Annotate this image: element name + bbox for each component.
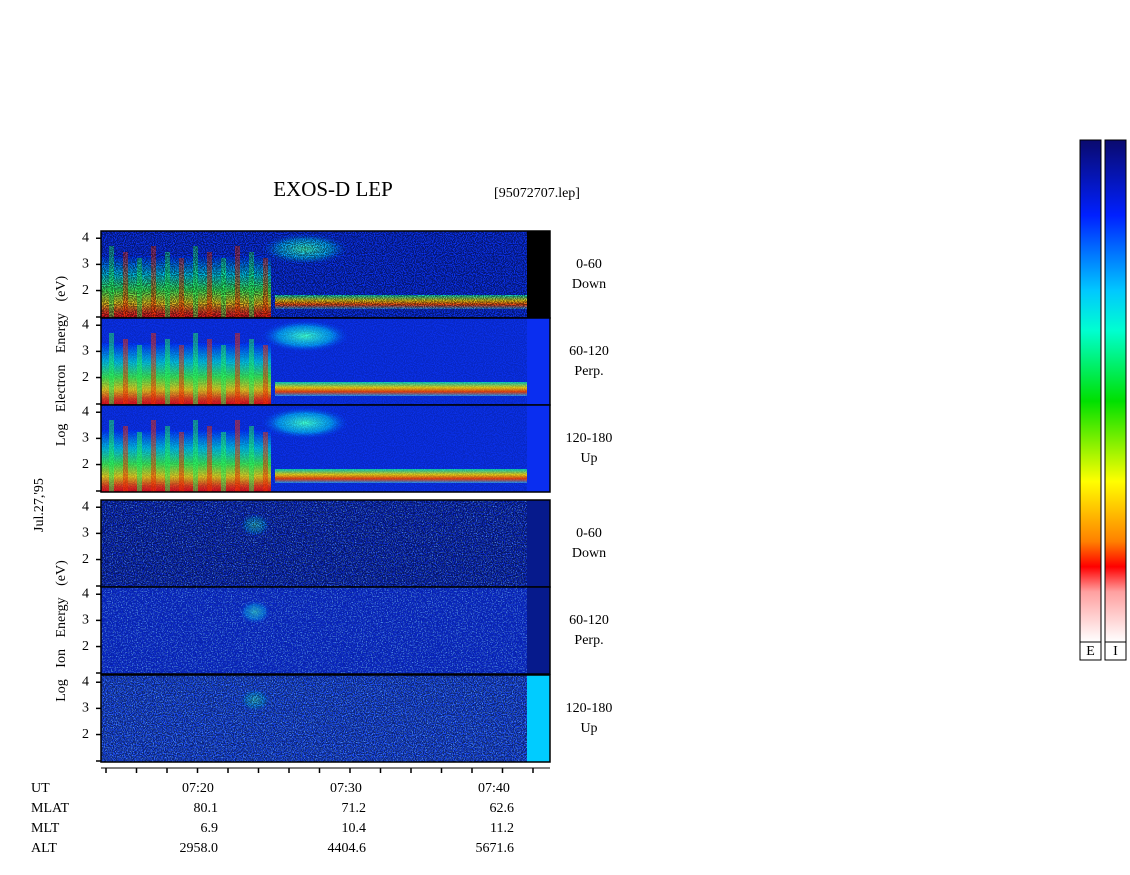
ephemeris-value: 07:30 xyxy=(330,781,362,796)
panel: 2 3 4 60-120 Perp. xyxy=(82,317,609,406)
ephemeris-value: 62.6 xyxy=(490,801,515,816)
panel-direction: Up xyxy=(580,451,597,466)
panel: 2 3 4 0-60 Down xyxy=(82,230,606,319)
y-tick-label: 4 xyxy=(82,674,89,689)
panel-pitch: 120-180 xyxy=(566,701,613,716)
y-axis-label: Log Electron Energy (eV) xyxy=(54,276,69,447)
panel-frame xyxy=(100,586,551,675)
y-tick-label: 2 xyxy=(82,283,89,298)
file-name: [95072707.lep] xyxy=(494,186,580,201)
ephemeris-value: 5671.6 xyxy=(476,841,515,856)
panel-direction: Perp. xyxy=(574,364,603,379)
colorbar-label: E xyxy=(1086,644,1095,659)
panel-direction: Down xyxy=(572,277,606,292)
ephemeris-name: MLT xyxy=(31,821,60,836)
panel-frame xyxy=(100,674,551,763)
y-tick-label: 3 xyxy=(82,431,89,446)
panel-pitch: 60-120 xyxy=(569,613,609,628)
panel-pitch: 120-180 xyxy=(566,431,613,446)
ephemeris-name: ALT xyxy=(31,841,57,856)
date-label: Jul.27,'95 xyxy=(32,478,47,532)
y-tick-label: 3 xyxy=(82,257,89,272)
panel-strip xyxy=(527,500,550,587)
spectrogram-noise xyxy=(101,675,527,762)
panel-direction: Perp. xyxy=(574,633,603,648)
panel-pitch: 0-60 xyxy=(576,526,602,541)
colorbar xyxy=(1104,139,1127,643)
ephemeris-value: 71.2 xyxy=(342,801,367,816)
panel: 2 3 4 120-180 Up xyxy=(82,674,613,763)
panel-strip xyxy=(527,405,550,492)
y-tick-label: 3 xyxy=(82,526,89,541)
colorbar xyxy=(1079,139,1102,643)
y-tick-label: 2 xyxy=(82,457,89,472)
panel-strip xyxy=(527,587,550,674)
ephemeris-value: 10.4 xyxy=(342,821,367,836)
spectrogram-noise xyxy=(101,587,527,674)
x-axis xyxy=(101,767,550,773)
ephemeris-name: UT xyxy=(31,781,50,796)
panel-strip xyxy=(527,231,550,318)
panel-pitch: 0-60 xyxy=(576,257,602,272)
y-tick-label: 3 xyxy=(82,344,89,359)
panel: 2 3 4 120-180 Up xyxy=(82,404,613,493)
ephemeris-value: 07:40 xyxy=(478,781,510,796)
panel: 2 3 4 0-60 Down xyxy=(82,499,606,588)
y-tick-label: 4 xyxy=(82,317,89,332)
panel-frame xyxy=(100,404,551,493)
y-tick-label: 2 xyxy=(82,639,89,654)
ephemeris-name: MLAT xyxy=(31,801,70,816)
spectrogram-noise xyxy=(101,231,527,318)
y-tick-label: 4 xyxy=(82,499,89,514)
ephemeris-value: 11.2 xyxy=(490,821,514,836)
colorbar-label-box xyxy=(1079,641,1102,661)
panel-strip xyxy=(527,318,550,405)
ephemeris-value: 07:20 xyxy=(182,781,214,796)
spectrogram-noise xyxy=(101,318,527,405)
y-tick-label: 3 xyxy=(82,701,89,716)
panel-pitch: 60-120 xyxy=(569,344,609,359)
y-axis-label: Log Ion Energy (eV) xyxy=(54,560,69,702)
panel-direction: Up xyxy=(580,721,597,736)
panel-direction: Down xyxy=(572,546,606,561)
y-tick-label: 4 xyxy=(82,230,89,245)
ephemeris-value: 2958.0 xyxy=(180,841,219,856)
ephemeris-value: 80.1 xyxy=(194,801,219,816)
y-tick-label: 3 xyxy=(82,613,89,628)
y-tick-label: 2 xyxy=(82,370,89,385)
y-tick-label: 4 xyxy=(82,404,89,419)
colorbar-label: I xyxy=(1113,644,1118,659)
panel: 2 3 4 60-120 Perp. xyxy=(82,586,609,675)
colorbar-label-box xyxy=(1104,641,1127,661)
spectrogram-noise xyxy=(101,405,527,492)
ephemeris-value: 6.9 xyxy=(201,821,219,836)
panel-strip xyxy=(527,675,550,762)
chart-title: EXOS-D LEP xyxy=(273,177,393,201)
spectrogram-noise xyxy=(101,500,527,587)
y-tick-label: 2 xyxy=(82,727,89,742)
ephemeris-value: 4404.6 xyxy=(328,841,367,856)
y-tick-label: 4 xyxy=(82,586,89,601)
y-tick-label: 2 xyxy=(82,552,89,567)
